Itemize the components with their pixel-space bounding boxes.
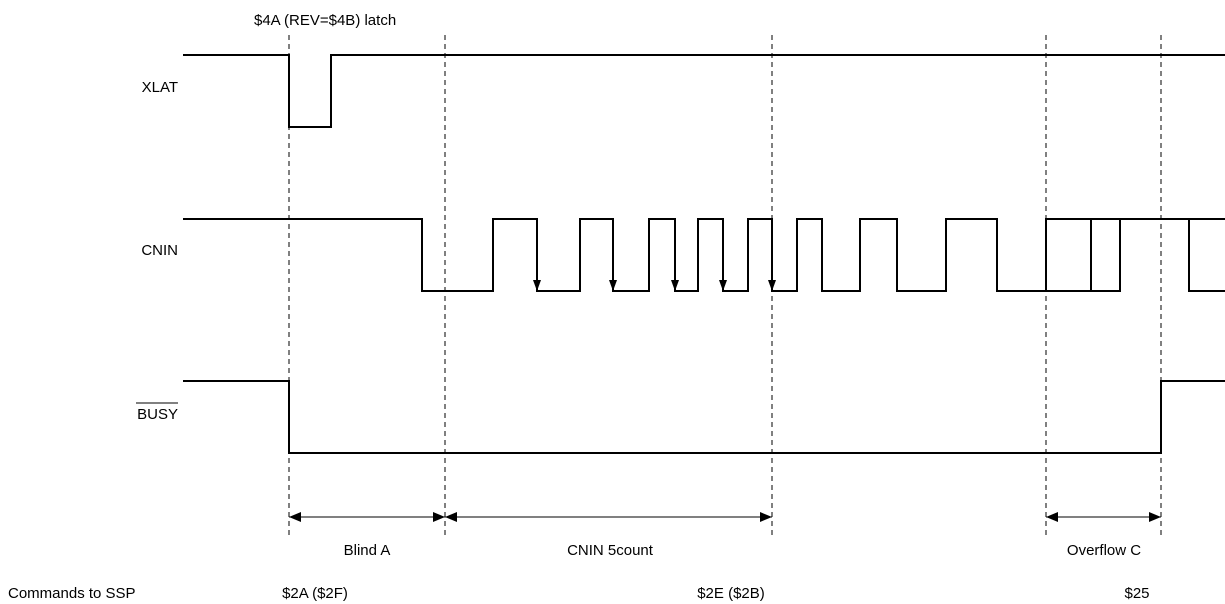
cnin-label: CNIN — [141, 242, 178, 259]
overflow-c-arrow-right — [1149, 512, 1161, 522]
cnin-count-arrow-left — [445, 512, 457, 522]
overflow-c-arrow-left — [1046, 512, 1058, 522]
busy-waveform — [183, 380, 1225, 454]
latch-annotation: $4A (REV=$4B) latch — [254, 12, 396, 29]
overflow-c-dimension — [1046, 512, 1161, 522]
overflow-c-label: Overflow C — [1067, 542, 1141, 559]
edge-arrow-3 — [671, 280, 679, 291]
edge-arrow-5 — [768, 280, 776, 291]
cnin-count-arrow-right — [760, 512, 772, 522]
cnin-waveform-tail — [1046, 218, 1225, 292]
edge-arrow-4 — [719, 280, 727, 291]
cnin-edge-arrows — [533, 280, 776, 291]
busy-label: BUSY — [137, 406, 178, 423]
xlat-label: XLAT — [142, 79, 178, 96]
edge-arrow-2 — [609, 280, 617, 291]
command-1: $2A ($2F) — [282, 585, 348, 602]
blind-a-dimension — [289, 512, 445, 522]
xlat-waveform — [183, 54, 1225, 128]
blind-a-label: Blind A — [344, 542, 391, 559]
command-2: $2E ($2B) — [697, 585, 765, 602]
commands-label: Commands to SSP — [8, 585, 136, 602]
blind-a-arrow-left — [289, 512, 301, 522]
edge-arrow-1 — [533, 280, 541, 291]
cnin-count-dimension — [445, 512, 772, 522]
cnin-count-label: CNIN 5count — [567, 542, 654, 559]
blind-a-arrow-right — [433, 512, 445, 522]
cnin-waveform — [183, 218, 1121, 292]
command-3: $25 — [1124, 585, 1149, 602]
